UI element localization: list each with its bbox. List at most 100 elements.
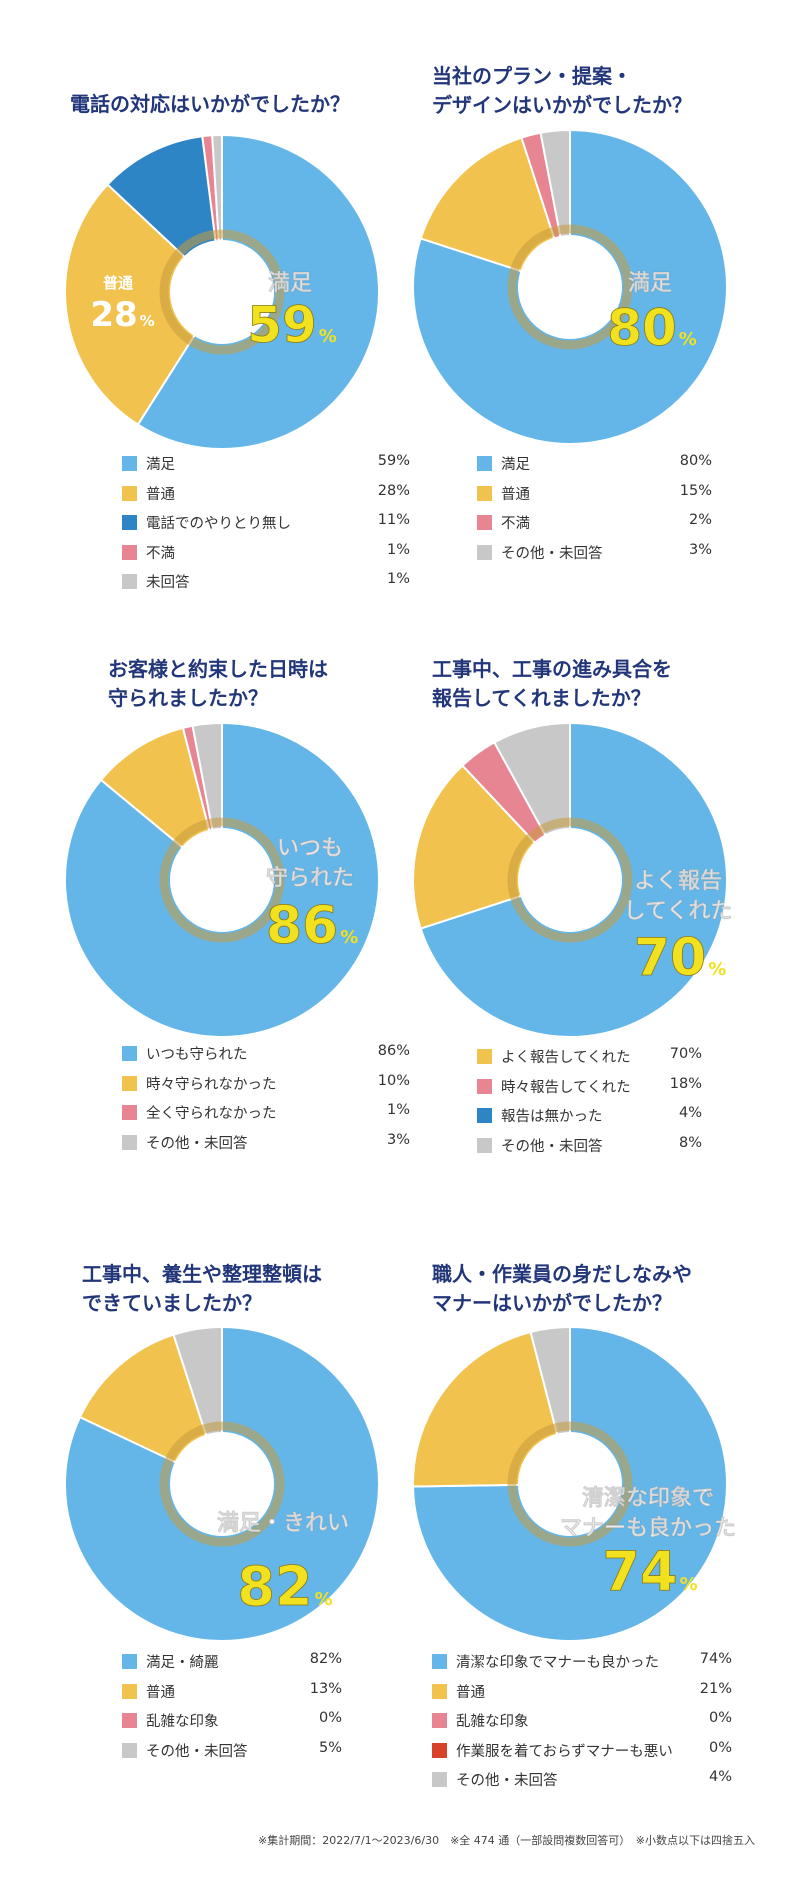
legend-value: 13% bbox=[309, 1680, 342, 1697]
legend-value: 82% bbox=[309, 1651, 342, 1667]
legend-label: 普通 bbox=[146, 1684, 175, 1701]
legend-item: 不満 1% bbox=[122, 541, 410, 571]
pie-slice bbox=[172, 1325, 223, 1485]
donut-ring bbox=[159, 1421, 285, 1547]
callout-label: いつも bbox=[277, 836, 343, 861]
legend-item: その他・未回答 4% bbox=[432, 1768, 732, 1798]
pie-slice bbox=[539, 128, 571, 288]
legend-value: 1% bbox=[386, 541, 410, 558]
legend-label: 不満 bbox=[146, 545, 175, 562]
legend-swatch bbox=[122, 544, 137, 560]
donut-ring bbox=[159, 229, 285, 355]
legend-label: 満足 bbox=[146, 457, 175, 473]
pie-slice bbox=[64, 183, 224, 426]
callout-percentage: 80 bbox=[607, 299, 677, 357]
donut-ring bbox=[507, 1421, 633, 1547]
legend-label: その他・未回答 bbox=[456, 1773, 558, 1789]
legend-item: 普通 21% bbox=[432, 1680, 732, 1710]
donut-hole bbox=[170, 828, 274, 932]
chart-legend: 満足 80% 普通 15% 不満 2% その他・未回答 3% bbox=[477, 452, 712, 570]
legend-value: 0% bbox=[708, 1710, 732, 1726]
legend-swatch bbox=[432, 1654, 447, 1669]
legend-swatch bbox=[477, 1108, 492, 1123]
callout-label: 満足 bbox=[628, 270, 672, 296]
legend-label: 普通 bbox=[146, 486, 175, 503]
donut-slices bbox=[64, 721, 380, 1038]
legend-swatch bbox=[477, 456, 492, 471]
callout-label: 満足 bbox=[268, 270, 312, 296]
pie-slice bbox=[412, 128, 728, 445]
legend-value: 4% bbox=[708, 1769, 732, 1785]
donut-slices bbox=[64, 1325, 380, 1642]
legend-label: 時々報告してくれた bbox=[501, 1079, 631, 1096]
chart-title: 電話の対応はいかがでしたか？ bbox=[70, 90, 350, 119]
legend-swatch bbox=[477, 1049, 492, 1064]
pie-slice bbox=[106, 135, 224, 295]
legend-item: 普通 28% bbox=[122, 482, 410, 512]
legend-value: 5% bbox=[318, 1739, 342, 1756]
donut-hole bbox=[170, 240, 274, 344]
legend-swatch bbox=[122, 1075, 137, 1091]
legend-value: 11% bbox=[377, 512, 410, 528]
legend-swatch bbox=[122, 1134, 137, 1150]
legend-swatch bbox=[122, 1654, 137, 1669]
legend-item: 普通 13% bbox=[122, 1680, 342, 1710]
callout-unit: % bbox=[315, 1589, 333, 1610]
pie-slice bbox=[181, 724, 223, 881]
pie-slice bbox=[412, 764, 572, 930]
callout-unit: % bbox=[340, 927, 358, 948]
legend-label: 清潔な印象でマナーも良かった bbox=[456, 1655, 659, 1671]
legend-swatch bbox=[122, 485, 137, 501]
legend-label: 乱雑な印象 bbox=[146, 1714, 219, 1730]
pie-slice bbox=[64, 721, 380, 1038]
chart-legend: 満足・綺麗 82% 普通 13% 乱雑な印象 0% その他・未回答 5% bbox=[122, 1650, 342, 1768]
legend-value: 15% bbox=[679, 482, 712, 499]
legend-value: 3% bbox=[386, 1131, 410, 1148]
chart-title: 工事中、工事の進み具合を 報告してくれましたか？ bbox=[432, 655, 672, 713]
chart-title-line: できていましたか？ bbox=[82, 1291, 262, 1315]
legend-item: 報告は無かった 4% bbox=[477, 1104, 702, 1134]
legend-value: 0% bbox=[318, 1710, 342, 1726]
legend-item: 満足 80% bbox=[477, 452, 712, 482]
pie-slice bbox=[461, 741, 571, 881]
legend-item: 時々守られなかった 10% bbox=[122, 1072, 410, 1102]
callout-unit: % bbox=[140, 312, 155, 330]
pie-slice bbox=[78, 1333, 224, 1486]
legend-label: 未回答 bbox=[146, 575, 190, 591]
legend-label: 時々守られなかった bbox=[146, 1076, 277, 1093]
legend-value: 1% bbox=[386, 571, 410, 587]
legend-swatch bbox=[432, 1772, 447, 1787]
legend-item: よく報告してくれた 70% bbox=[477, 1045, 702, 1075]
chart-title: お客様と約束した日時は 守られましたか？ bbox=[108, 655, 328, 713]
callout-label: 満足・きれい bbox=[217, 1510, 349, 1536]
chart-legend: よく報告してくれた 70% 時々報告してくれた 18% 報告は無かった 4% その他・未回答… bbox=[477, 1045, 702, 1163]
legend-swatch bbox=[122, 1105, 137, 1120]
pie-slice bbox=[191, 721, 223, 881]
legend-label: いつも守られた bbox=[146, 1047, 248, 1063]
pie-slice bbox=[136, 133, 380, 450]
pie-slice bbox=[412, 1325, 728, 1642]
pie-slice bbox=[529, 1325, 571, 1485]
legend-label: その他・未回答 bbox=[501, 1138, 603, 1155]
chart-title-line: 報告してくれましたか？ bbox=[432, 686, 651, 710]
callout-percentage: 86 bbox=[266, 896, 338, 956]
legend-value: 0% bbox=[708, 1739, 732, 1756]
legend-value: 28% bbox=[377, 482, 410, 499]
legend-value: 4% bbox=[678, 1105, 702, 1121]
legend-label: その他・未回答 bbox=[146, 1743, 248, 1760]
legend-swatch bbox=[477, 544, 492, 560]
legend-swatch bbox=[477, 1078, 492, 1094]
donut-slices bbox=[412, 721, 728, 1038]
donut-slices bbox=[412, 1325, 728, 1642]
chart-title-line: マナーはいかがでしたか？ bbox=[432, 1291, 672, 1315]
legend-swatch bbox=[122, 1713, 137, 1728]
legend-item: 作業服を着ておらずマナーも悪い 0% bbox=[432, 1739, 732, 1769]
legend-value: 8% bbox=[678, 1134, 702, 1151]
legend-swatch bbox=[122, 456, 137, 471]
chart-title-line: 守られましたか？ bbox=[108, 686, 268, 710]
callout-percentage: 59 bbox=[247, 296, 317, 354]
legend-label: 全く守られなかった bbox=[146, 1106, 277, 1122]
legend-swatch bbox=[477, 1137, 492, 1153]
